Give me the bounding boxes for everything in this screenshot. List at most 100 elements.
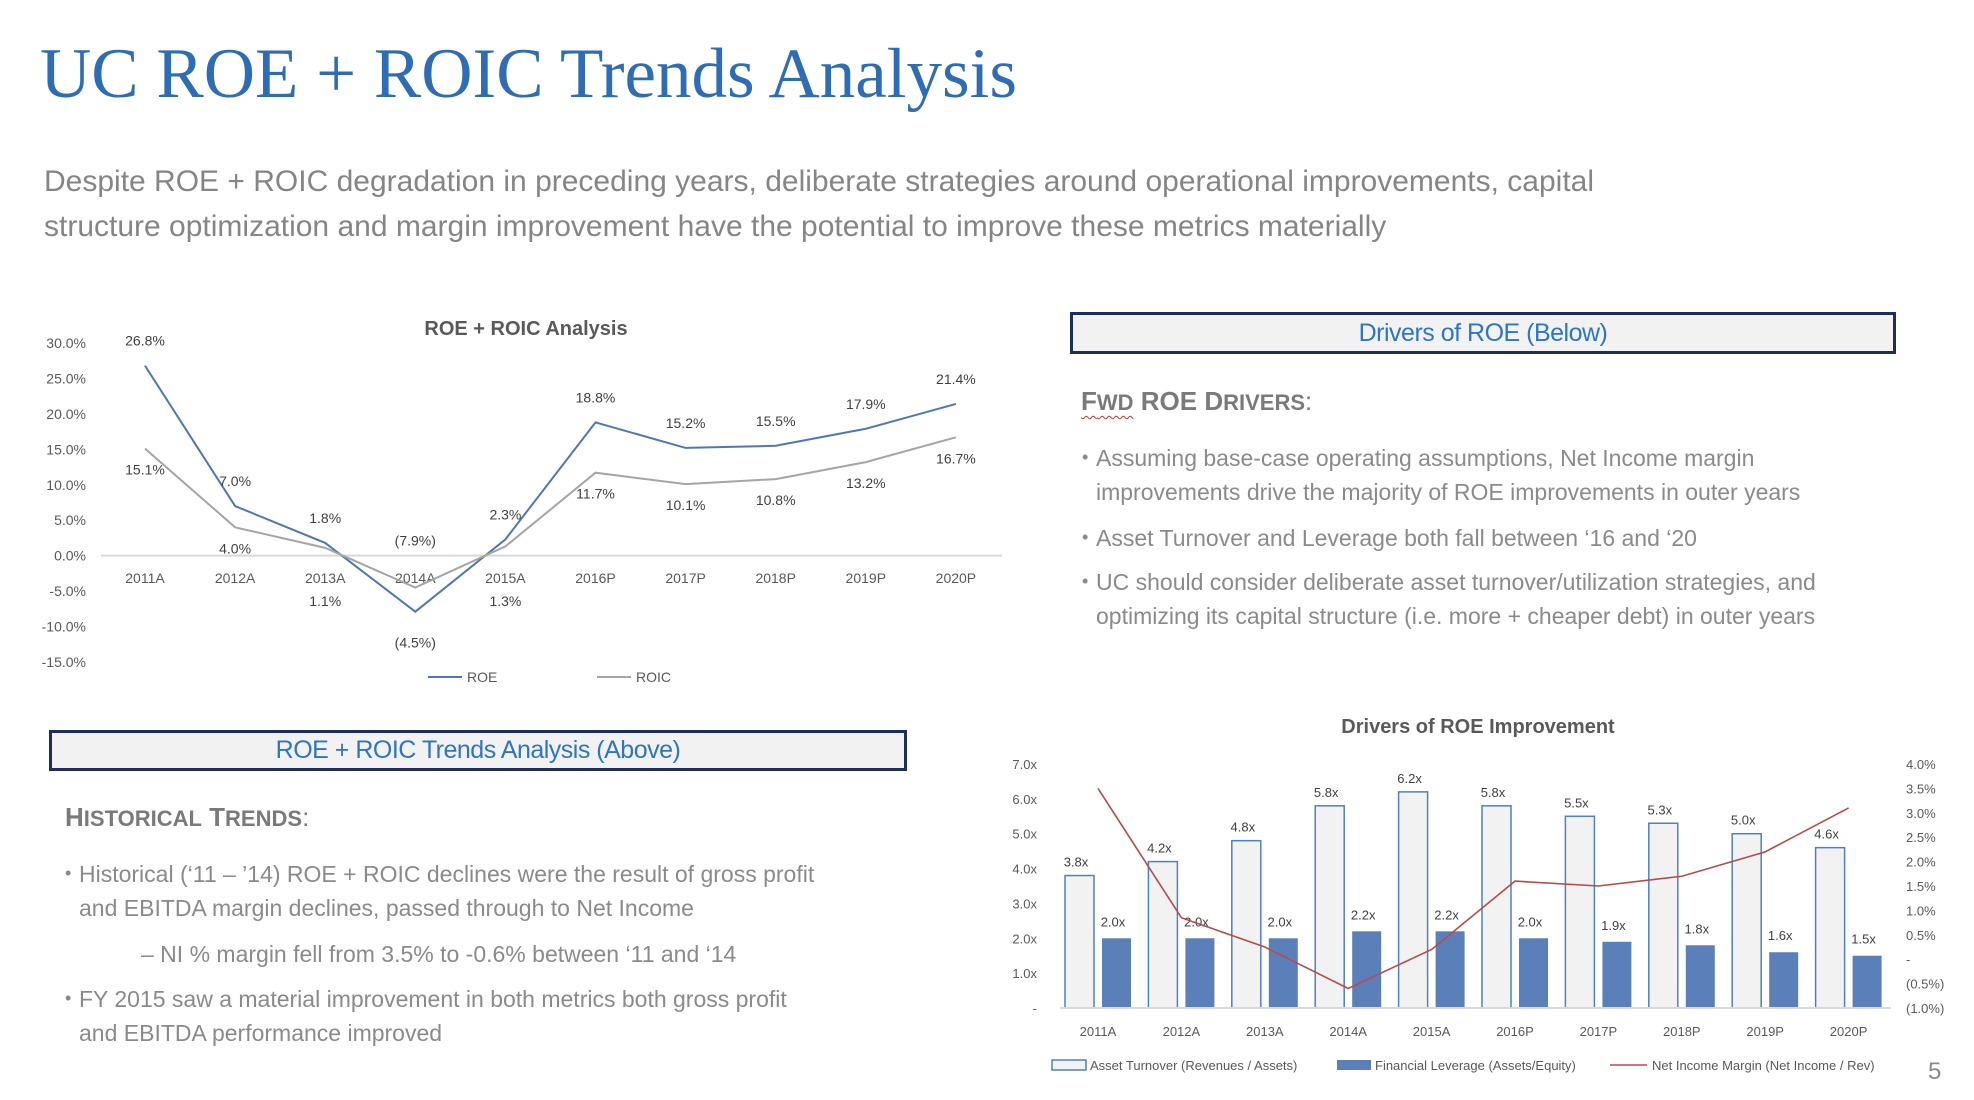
y2-tick-label: 4.0% — [1906, 757, 1936, 772]
financial-leverage-label: 1.9x — [1601, 918, 1626, 933]
y-tick-label: 3.0x — [1012, 896, 1037, 911]
legend-label-financial-leverage: Financial Leverage (Assets/Equity) — [1375, 1058, 1576, 1073]
data-label-roic: 4.0% — [219, 540, 251, 556]
roe-roic-trends-box: ROE + ROIC Trends Analysis (Above) — [49, 730, 907, 771]
data-label-roe: 17.9% — [846, 396, 886, 412]
historical-trends-heading: HISTORICAL TRENDS: — [65, 802, 310, 832]
asset-turnover-label: 5.8x — [1481, 785, 1506, 800]
financial-leverage-bar — [1102, 938, 1131, 1008]
right-bullet-3: • UC should consider deliberate asset tur… — [1082, 569, 1816, 595]
data-label-roic: 13.2% — [846, 475, 886, 491]
right-bullet-2: • Asset Turnover and Leverage both fall b… — [1082, 525, 1697, 551]
financial-leverage-label: 2.0x — [1268, 914, 1293, 929]
y-tick-label: 4.0x — [1012, 862, 1037, 877]
asset-turnover-label: 6.2x — [1397, 771, 1422, 786]
asset-turnover-bar — [1397, 791, 1429, 1009]
x-tick-label: 2017P — [1580, 1024, 1618, 1039]
data-label-roe: 26.8% — [125, 333, 165, 349]
financial-leverage-bar — [1602, 941, 1632, 1008]
y-tick-label: 5.0% — [54, 512, 86, 528]
data-label-roe: 7.0% — [219, 473, 251, 489]
data-label-roic: 11.7% — [576, 486, 615, 502]
x-tick-label: 2014A — [395, 570, 436, 586]
x-tick-label: 2013A — [305, 570, 346, 586]
data-label-roe: 1.8% — [309, 510, 341, 526]
financial-leverage-label: 2.2x — [1434, 907, 1459, 922]
y-tick-label: -10.0% — [42, 619, 86, 635]
data-label-roic: 10.1% — [666, 497, 706, 513]
left-bullet-2: • FY 2015 saw a material improvement in b… — [65, 986, 787, 1012]
y-tick-label: 1.0x — [1012, 966, 1037, 981]
x-tick-label: 2018P — [1663, 1024, 1701, 1039]
asset-turnover-label: 5.0x — [1731, 813, 1756, 828]
data-label-roic: 16.7% — [936, 450, 976, 466]
asset-turnover-label: 4.2x — [1147, 841, 1172, 856]
y-tick-label: 10.0% — [46, 477, 86, 493]
series-line-roic — [144, 436, 957, 589]
financial-leverage-label: 2.2x — [1351, 907, 1376, 922]
financial-leverage-bar — [1352, 931, 1382, 1008]
y-tick-label: - — [1033, 1001, 1037, 1016]
page-number: 5 — [1928, 1058, 1942, 1085]
data-label-roic: 15.1% — [125, 462, 165, 478]
financial-leverage-bar — [1769, 952, 1799, 1008]
financial-leverage-label: 1.8x — [1685, 921, 1710, 936]
y-tick-label: -5.0% — [49, 583, 86, 599]
x-tick-label: 2015A — [1413, 1024, 1451, 1039]
data-label-roe: 21.4% — [936, 371, 976, 387]
asset-turnover-label: 5.3x — [1648, 802, 1673, 817]
asset-turnover-bar — [1648, 822, 1679, 1009]
data-label-roe: 2.3% — [489, 506, 521, 522]
x-tick-label: 2019P — [1746, 1024, 1784, 1039]
x-tick-label: 2016P — [575, 570, 615, 586]
bullet-icon: • — [1082, 571, 1089, 591]
x-tick-label: 2020P — [936, 570, 976, 586]
y-tick-label: 25.0% — [46, 370, 86, 386]
y-tick-label: 30.0% — [46, 335, 86, 351]
financial-leverage-label: 2.0x — [1101, 914, 1126, 929]
financial-leverage-label: 2.0x — [1518, 914, 1543, 929]
asset-turnover-bar — [1064, 874, 1095, 1009]
x-tick-label: 2019P — [846, 570, 886, 586]
y2-tick-label: (0.5%) — [1906, 977, 1944, 992]
financial-leverage-bar — [1185, 938, 1215, 1008]
x-tick-label: 2012A — [215, 570, 256, 586]
data-label-roic: (4.5%) — [395, 635, 436, 651]
y2-tick-label: 2.5% — [1906, 830, 1936, 845]
left-sub-bullet: – NI % margin fell from 3.5% to -0.6% be… — [141, 941, 737, 967]
asset-turnover-bar — [1481, 805, 1512, 1009]
financial-leverage-bar — [1685, 945, 1715, 1008]
x-tick-label: 2018P — [755, 570, 795, 586]
y-tick-label: 15.0% — [46, 441, 86, 457]
y2-tick-label: (1.0%) — [1906, 1001, 1944, 1016]
x-tick-label: 2020P — [1830, 1024, 1868, 1039]
x-tick-label: 2012A — [1163, 1024, 1201, 1039]
legend-swatch-financial-leverage — [1337, 1060, 1371, 1070]
y2-tick-label: 1.0% — [1906, 903, 1936, 918]
financial-leverage-bar — [1852, 955, 1882, 1008]
x-tick-label: 2014A — [1329, 1024, 1367, 1039]
y2-tick-label: 2.0% — [1906, 855, 1936, 870]
y-tick-label: 0.0% — [54, 548, 86, 564]
legend-label-roe: ROE — [467, 669, 497, 685]
y-tick-label: 6.0x — [1012, 792, 1037, 807]
x-tick-label: 2011A — [125, 570, 165, 586]
x-tick-label: 2016P — [1496, 1024, 1534, 1039]
asset-turnover-bar — [1564, 815, 1596, 1009]
y2-tick-label: 3.5% — [1906, 781, 1936, 796]
y2-tick-label: 0.5% — [1906, 928, 1936, 943]
left-bullet-2-cont: and EBITDA performance improved — [79, 1020, 443, 1046]
y2-tick-label: 3.0% — [1906, 806, 1936, 821]
left-bullet-1-cont: and EBITDA margin declines, passed throu… — [79, 895, 694, 921]
bullet-icon: • — [1082, 527, 1089, 547]
fwd-roe-drivers-heading: FWD ROE DRIVERS: — [1081, 386, 1313, 416]
chart-title: Drivers of ROE Improvement — [1341, 716, 1615, 738]
series-line-roe — [144, 365, 957, 613]
x-tick-label: 2011A — [1080, 1024, 1117, 1039]
financial-leverage-label: 1.6x — [1768, 928, 1793, 943]
right-bullet-3-cont: optimizing its capital structure (i.e. m… — [1096, 603, 1816, 629]
data-label-roe: (7.9%) — [395, 533, 436, 549]
drivers-of-roe-box: Drivers of ROE (Below) — [1070, 312, 1896, 354]
asset-turnover-label: 4.6x — [1814, 827, 1839, 842]
y-tick-label: -15.0% — [42, 654, 86, 670]
